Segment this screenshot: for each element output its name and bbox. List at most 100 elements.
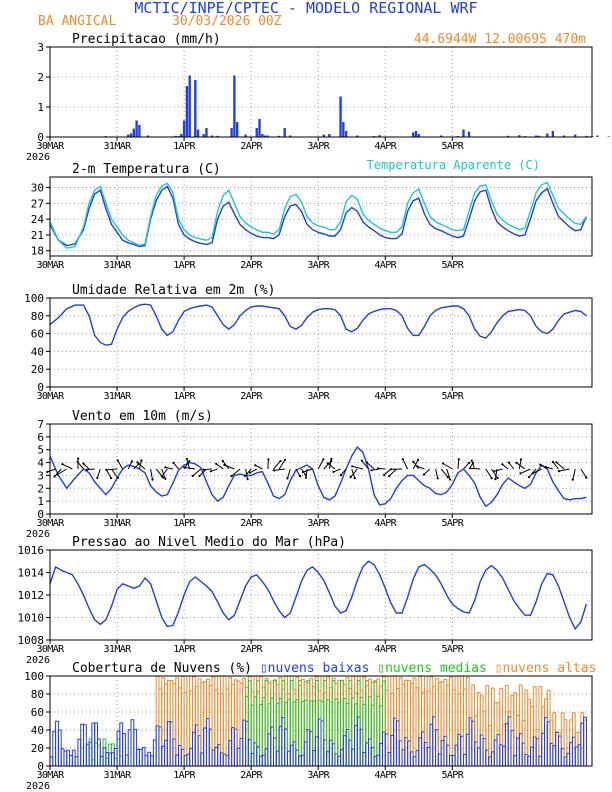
wind-arrow-head xyxy=(349,476,352,479)
wind-arrow-head xyxy=(469,467,472,470)
y-tick-label: 100 xyxy=(24,292,44,305)
precip-bar xyxy=(414,131,418,137)
x-tick-label: 31MAR xyxy=(103,391,132,402)
wind-arrow-head xyxy=(56,473,59,476)
wind-arrow xyxy=(471,460,476,470)
wind-arrow xyxy=(106,468,118,471)
wind-arrow-head xyxy=(140,459,143,462)
wind-arrow-head xyxy=(507,461,510,464)
legend-entry: ▯nuvens altas xyxy=(495,661,597,676)
series-line xyxy=(49,303,587,346)
wind-arrow xyxy=(328,458,332,470)
series-line xyxy=(49,181,587,249)
wind-arrow-head xyxy=(492,470,495,473)
precip-bar xyxy=(146,135,149,137)
wind-arrow-head xyxy=(164,477,167,480)
panel-frame xyxy=(49,423,593,515)
precip-bar xyxy=(506,135,510,137)
main-title: MCTIC/INPE/CPTEC - MODELO REGIONAL WRF xyxy=(134,0,477,17)
precip-bar xyxy=(138,125,141,137)
precip-bar xyxy=(378,135,381,137)
wind-arrow xyxy=(435,468,439,479)
wind-arrow-head xyxy=(436,477,439,480)
wind-arrow xyxy=(508,462,515,470)
wind-arrow-head xyxy=(244,474,247,478)
wind-arrow xyxy=(518,459,522,470)
y-tick-label: 0 xyxy=(37,760,44,773)
wind-arrow-head xyxy=(116,459,119,462)
wind-arrow xyxy=(545,466,554,470)
wind-arrow-head xyxy=(286,477,289,480)
x-tick-label: 30MAR xyxy=(36,260,65,271)
wind-arrow xyxy=(317,459,324,470)
wind-arrow-head xyxy=(330,457,333,460)
wind-arrow-head xyxy=(299,475,302,478)
y-tick-label: 1016 xyxy=(18,544,45,557)
y-tick-label: 100 xyxy=(24,670,44,683)
wind-arrow-head xyxy=(449,478,452,481)
x-year-label: 2026 xyxy=(26,152,50,163)
x-tick-label: 5APR xyxy=(441,644,464,655)
wind-arrow xyxy=(83,463,90,470)
wind-arrow-head xyxy=(246,478,249,481)
wind-arrow-head xyxy=(457,458,460,461)
wind-arrow-head xyxy=(185,457,188,460)
wind-arrow xyxy=(491,468,499,479)
wind-arrow-head xyxy=(446,476,449,479)
precip-bar xyxy=(562,135,566,137)
precip-bar xyxy=(462,129,465,137)
precip-bar xyxy=(551,131,555,137)
wind-arrow xyxy=(244,468,252,477)
precip-bar xyxy=(188,75,191,137)
wind-arrow-head xyxy=(82,462,85,465)
wind-arrow-head xyxy=(136,461,139,464)
wind-arrow xyxy=(446,468,451,480)
x-tick-label: 2APR xyxy=(240,770,263,781)
wind-arrow-head xyxy=(279,460,282,463)
wind-arrow-head xyxy=(172,461,175,464)
precip-bar xyxy=(328,134,331,137)
wind-arrow-head xyxy=(85,468,88,471)
wind-arrow xyxy=(350,468,358,478)
wind-arrow-head xyxy=(248,471,252,474)
wind-arrow xyxy=(333,468,341,473)
wind-arrow xyxy=(352,465,364,470)
precip-bar xyxy=(263,135,267,137)
x-tick-label: 3APR xyxy=(307,391,330,402)
x-year-label: 2026 xyxy=(26,529,50,540)
precip-bar xyxy=(339,96,342,137)
x-tick-label: 1APR xyxy=(173,770,196,781)
y-tick-label: 60 xyxy=(31,706,44,719)
precip-bar xyxy=(412,132,415,137)
y-tick-label: 3 xyxy=(37,41,44,54)
precip-bar xyxy=(129,133,133,137)
wind-arrow-head xyxy=(519,458,523,461)
wind-arrow-head xyxy=(551,460,555,463)
wind-arrow-head xyxy=(105,468,108,471)
wind-arrow-head xyxy=(360,459,363,462)
x-tick-label: 5APR xyxy=(441,260,464,271)
x-tick-label: 30MAR xyxy=(36,770,65,781)
precip-bar xyxy=(244,134,247,137)
y-tick-label: 0 xyxy=(37,508,44,521)
wind-arrow xyxy=(556,461,565,470)
wind-arrow xyxy=(457,459,460,470)
wind-arrow xyxy=(440,468,449,478)
wind-arrow xyxy=(133,463,140,470)
precip-bar xyxy=(546,133,549,137)
panel-title: Vento em 10m (m/s) xyxy=(72,409,213,424)
x-tick-label: 4APR xyxy=(374,391,397,402)
wind-arrow xyxy=(86,468,95,471)
wind-arrow xyxy=(323,460,332,470)
run-date: 30/03/2026 00Z xyxy=(172,14,282,29)
wind-arrow-head xyxy=(191,474,194,478)
wind-arrow xyxy=(463,462,470,470)
wind-arrow-head xyxy=(130,460,134,463)
y-tick-label: 6 xyxy=(37,431,44,444)
wind-arrow-head xyxy=(223,463,226,466)
wind-arrow-head xyxy=(571,478,574,481)
y-tick-label: 1012 xyxy=(18,589,45,602)
precip-bar xyxy=(182,120,186,137)
wind-arrow-head xyxy=(388,475,391,478)
wind-arrow-head xyxy=(494,478,497,481)
